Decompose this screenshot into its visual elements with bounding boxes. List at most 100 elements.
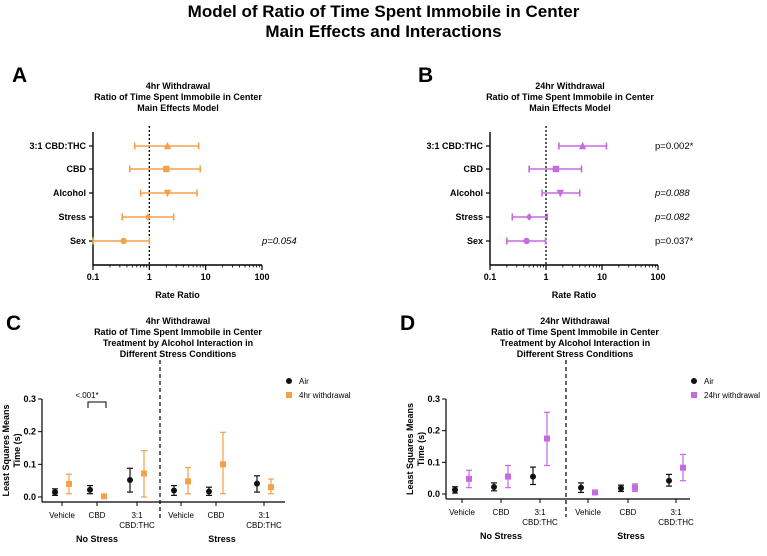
panel-letter-a: A	[12, 64, 28, 87]
chart-d-y-axis-label: Time (s)	[416, 432, 426, 466]
chart-c-point	[141, 470, 147, 477]
chart-c-category-label-part: 3:1	[131, 511, 143, 520]
chart-d-group-label: No Stress	[480, 531, 522, 541]
chart-d-category-label: 3:1 CBD:THC	[658, 508, 694, 527]
chart-d-point	[466, 475, 472, 482]
chart-d-category-label-part: CBD:THC	[658, 518, 694, 527]
chart-c-point	[206, 488, 212, 495]
panel-letter-c: C	[6, 312, 22, 335]
chart-b-p-value: p=0.037*	[655, 236, 694, 247]
chart-b-row-label: CBD	[464, 164, 484, 174]
chart-b-point	[525, 213, 533, 221]
chart-b-row-label: Stress	[455, 212, 483, 222]
chart-d-point	[666, 477, 672, 484]
chart-a-x-tick-label: 0.1	[87, 272, 100, 282]
chart-d-category-label-part: CBD:THC	[522, 518, 558, 527]
chart-b-row-label: 3:1 CBD:THC	[426, 141, 483, 151]
chart-a-point	[163, 141, 172, 150]
chart-a-point	[163, 189, 172, 198]
chart-b-x-tick-label: 0.1	[484, 272, 497, 282]
chart-a-x-tick-label: 100	[254, 272, 269, 282]
chart-a-p-value: p=0.054	[261, 236, 297, 247]
chart-c-category-label-part: CBD:THC	[246, 521, 282, 530]
chart-d-point	[544, 435, 550, 442]
chart-c-legend-marker	[286, 378, 292, 384]
main-title: Model of Ratio of Time Spent Immobile in…	[0, 2, 767, 42]
chart-c-y-tick-label: 0.3	[23, 394, 36, 404]
chart-c-point	[268, 484, 274, 491]
chart-a-row-label: Sex	[70, 236, 86, 246]
chart-b-point	[523, 237, 530, 245]
chart-c-group-label: No Stress	[76, 534, 118, 544]
chart-b-row-label: Sex	[467, 236, 483, 246]
chart-c-y-tick-label: 0.1	[23, 459, 36, 469]
chart-c-category-label: Vehicle	[168, 511, 194, 520]
chart-a-x-tick-label: 1	[147, 272, 152, 282]
chart-b-point	[552, 165, 560, 173]
chart-c-group-label: Stress	[208, 534, 236, 544]
chart-d-point	[452, 486, 458, 493]
chart-c-category-label: CBD	[89, 511, 106, 520]
chart-b-x-tick-label: 1	[543, 272, 548, 282]
chart-d-y-tick-label: 0.2	[427, 426, 440, 436]
chart-c-point	[66, 480, 72, 487]
chart-a-point	[144, 213, 152, 221]
chart-d-category-label: Vehicle	[575, 508, 601, 517]
chart-a-title-line-3: Main Effects Model	[137, 103, 219, 113]
chart-c-y-axis-label: Time (s)	[12, 433, 22, 467]
chart-c-category-label: Vehicle	[49, 511, 75, 520]
chart-c-point	[185, 478, 191, 485]
chart-a-x-axis-label: Rate Ratio	[155, 290, 200, 300]
chart-d-legend-label: 24hr withdrawal	[704, 391, 760, 400]
chart-d-legend-label: Air	[704, 377, 714, 386]
chart-c-legend-label: Air	[299, 377, 309, 386]
chart-b-point	[556, 189, 564, 198]
chart-c-y-tick-label: 0.0	[23, 492, 36, 502]
chart-d-category-label: CBD	[620, 508, 637, 517]
chart-c-title-line-3: Treatment by Alcohol Interaction in	[103, 338, 253, 348]
chart-a-row-label: Alcohol	[53, 188, 86, 198]
chart-d-point	[505, 473, 511, 480]
chart-c-point	[127, 477, 133, 484]
chart-d-title-line-1: 24hr Withdrawal	[540, 316, 609, 326]
chart-d-y-tick-label: 0.3	[427, 394, 440, 404]
chart-c-significance-label: <.001*	[75, 391, 98, 400]
chart-d-category-label: 3:1 CBD:THC	[522, 508, 558, 527]
chart-c-category-label: 3:1 CBD:THC	[246, 511, 282, 530]
chart-c-title-line-2: Ratio of Time Spent Immobile in Center	[94, 327, 262, 337]
chart-d-y-tick-label: 0.0	[427, 489, 440, 499]
chart-d-category-label-part: 3:1	[670, 508, 682, 517]
chart-d-point	[632, 484, 638, 491]
chart-c-y-axis-label: Least Squares Means	[1, 404, 11, 496]
chart-b-x-tick-label: 100	[650, 272, 665, 282]
chart-d-point	[491, 484, 497, 491]
chart-b-p-value: p=0.002*	[655, 141, 694, 152]
chart-d-title-line-3: Treatment by Alcohol Interaction in	[500, 338, 650, 348]
chart-b-title-line-1: 24hr Withdrawal	[535, 81, 604, 91]
chart-d-point	[530, 473, 536, 480]
chart-a-x-tick-label: 10	[201, 272, 211, 282]
chart-c-title-line-4: Different Stress Conditions	[120, 349, 237, 359]
chart-c-category-label: 3:1 CBD:THC	[119, 511, 155, 530]
chart-b-title-line-3: Main Effects Model	[529, 103, 611, 113]
chart-c-point	[171, 487, 177, 494]
chart-c-legend-marker	[286, 392, 292, 398]
chart-d-group-label: Stress	[617, 531, 645, 541]
chart-d-title-line-4: Different Stress Conditions	[517, 349, 634, 359]
chart-b-title-line-2: Ratio of Time Spent Immobile in Center	[486, 92, 654, 102]
panel-letter-b: B	[418, 64, 434, 87]
chart-a-row-label: Stress	[58, 212, 86, 222]
chart-a-title-line-1: 4hr Withdrawal	[146, 81, 210, 91]
chart-d-title-line-2: Ratio of Time Spent Immobile in Center	[491, 327, 659, 337]
chart-d-category-label: Vehicle	[449, 508, 475, 517]
chart-c-category-label: CBD	[208, 511, 225, 520]
chart-c-point	[220, 461, 226, 468]
chart-d-category-label-part: 3:1	[534, 508, 546, 517]
chart-a-row-label: 3:1 CBD:THC	[29, 141, 86, 151]
chart-c-point	[87, 486, 93, 493]
chart-b-x-axis-label: Rate Ratio	[552, 290, 597, 300]
chart-b-p-value: p=0.088	[654, 188, 690, 199]
main-title-line-2: Main Effects and Interactions	[265, 22, 502, 41]
chart-b-x-tick-label: 10	[597, 272, 607, 282]
